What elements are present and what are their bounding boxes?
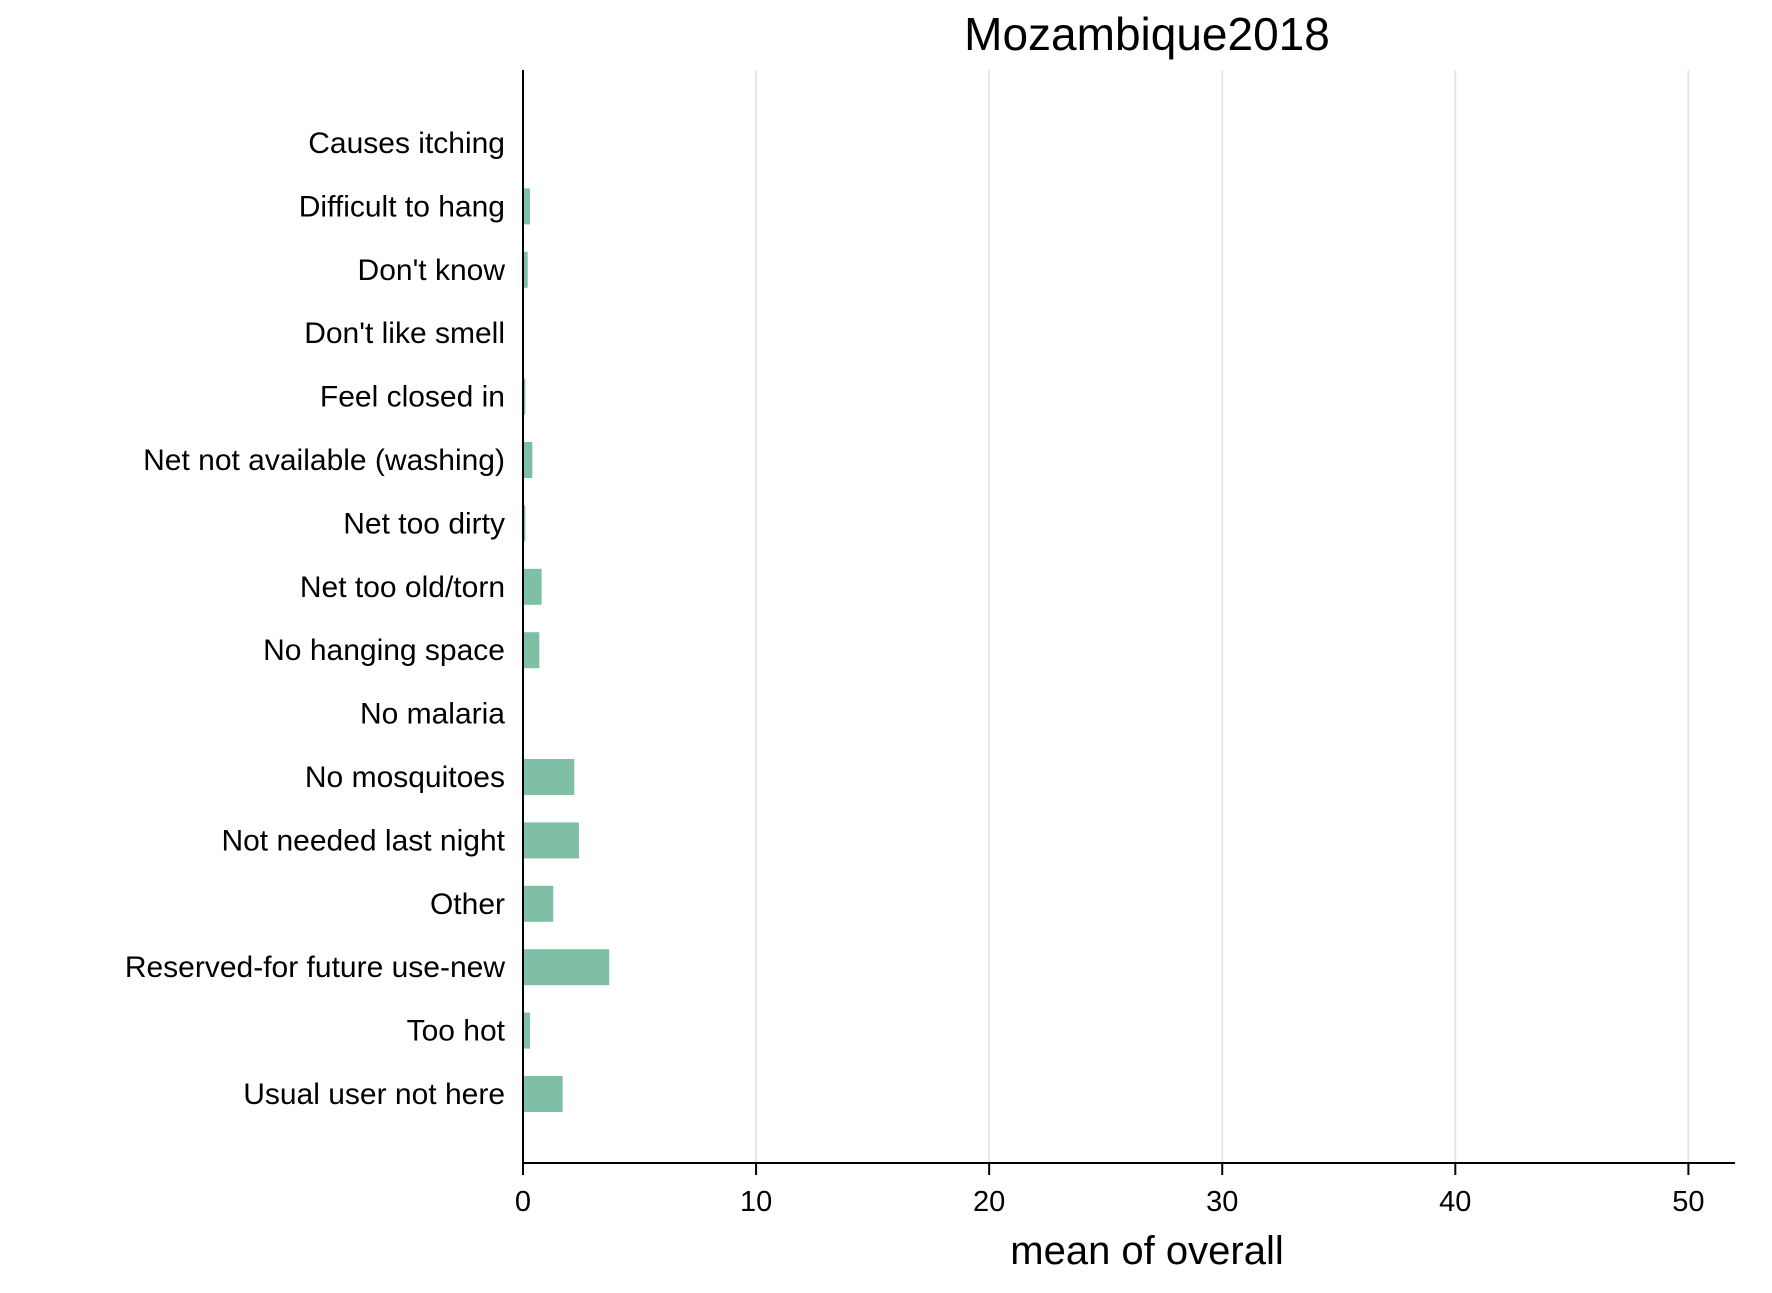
bars <box>523 188 610 1112</box>
category-label-14: Too hot <box>407 1015 506 1048</box>
x-tick-label-50: 50 <box>1672 1186 1704 1218</box>
category-label-11: Not needed last night <box>221 824 505 857</box>
x-axis-title: mean of overall <box>1010 1229 1283 1273</box>
category-label-13: Reserved-for future use-new <box>125 951 506 984</box>
x-tick-label-40: 40 <box>1439 1186 1471 1218</box>
x-tick-label-10: 10 <box>740 1186 772 1218</box>
bar-2 <box>523 251 528 288</box>
category-label-12: Other <box>430 888 505 921</box>
category-label-15: Usual user not here <box>243 1078 505 1111</box>
chart-title: Mozambique2018 <box>964 8 1330 60</box>
axes <box>522 70 1735 1175</box>
bar-14 <box>523 1012 530 1049</box>
bar-12 <box>523 885 554 922</box>
bar-5 <box>523 442 533 478</box>
category-label-5: Net not available (washing) <box>143 444 505 477</box>
bar-15 <box>523 1076 563 1112</box>
bar-13 <box>523 949 610 986</box>
category-label-8: No hanging space <box>263 634 505 667</box>
category-labels: Causes itching Difficult to hang Don't kno… <box>125 127 506 1111</box>
bar-8 <box>523 632 540 669</box>
x-tick-label-0: 0 <box>515 1186 531 1218</box>
bar-6 <box>523 505 526 542</box>
category-label-7: Net too old/torn <box>300 571 505 604</box>
bar-4 <box>523 378 526 415</box>
category-label-6: Net too dirty <box>343 507 505 540</box>
category-label-9: No malaria <box>360 698 505 731</box>
bar-11 <box>523 822 579 859</box>
category-label-10: No mosquitoes <box>305 761 505 794</box>
tick-labels: 0 10 20 30 40 50 <box>515 1186 1705 1218</box>
bar-1 <box>523 188 530 225</box>
gridlines <box>755 70 1690 1163</box>
bar-10 <box>523 759 575 795</box>
category-label-0: Causes itching <box>308 127 505 160</box>
bar-7 <box>523 568 542 605</box>
x-tick-label-20: 20 <box>973 1186 1005 1218</box>
category-label-4: Feel closed in <box>320 381 505 414</box>
category-label-1: Difficult to hang <box>299 190 505 223</box>
category-label-3: Don't like smell <box>304 317 505 350</box>
category-label-2: Don't know <box>358 254 506 287</box>
x-tick-label-30: 30 <box>1206 1186 1238 1218</box>
